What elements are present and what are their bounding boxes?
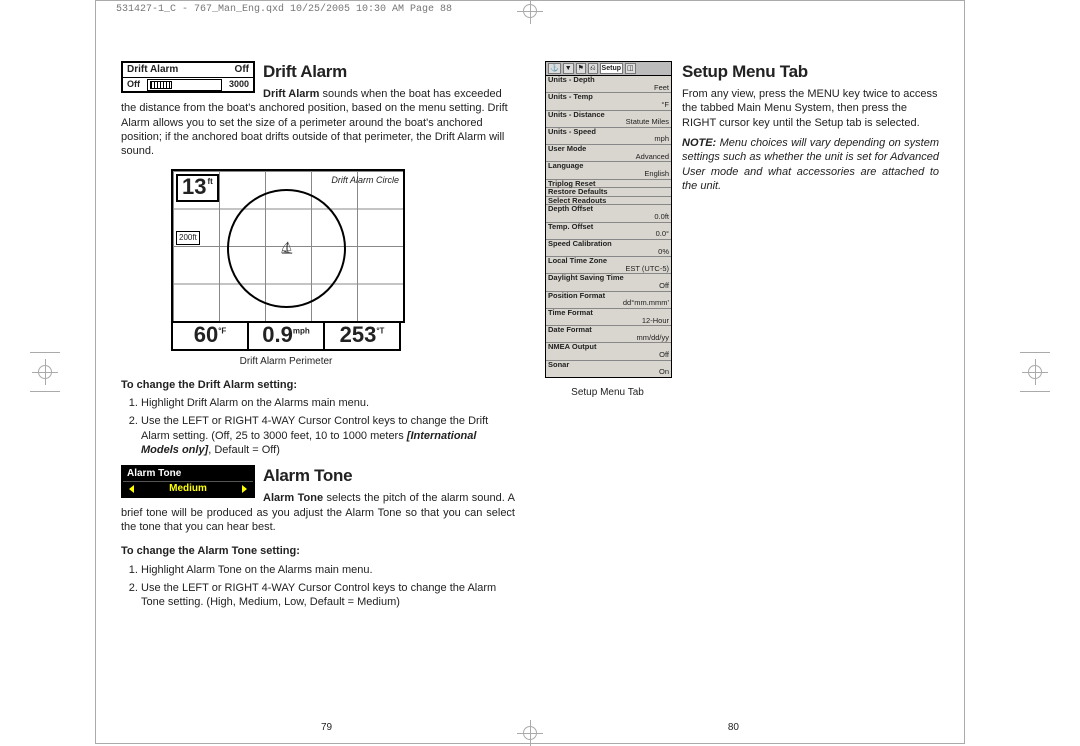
setup-row: Position Formatdd°mm.mmm' <box>546 292 671 309</box>
setup-row-value: mph <box>548 135 669 144</box>
setup-note-bold: NOTE: <box>682 137 716 149</box>
alarm-tone-widget: Alarm Tone Medium <box>121 465 255 498</box>
setup-tab: ⚓ <box>548 63 561 74</box>
circle-label: Drift Alarm Circle <box>331 175 399 187</box>
setup-row: Local Time ZoneEST (UTC-5) <box>546 257 671 274</box>
setup-tab: ▼ <box>563 63 574 74</box>
setup-row-value: 0.0° <box>548 230 669 239</box>
depth-readout: 13 ft <box>176 174 219 202</box>
drift-step-2: Use the LEFT or RIGHT 4-WAY Cursor Contr… <box>141 414 515 457</box>
tone-widget-value: Medium <box>169 483 207 494</box>
drift-lead-bold: Drift Alarm <box>263 88 319 100</box>
setup-row-value: On <box>548 368 669 377</box>
setup-tabbar: ⚓▼⚑⎌Setup◫ <box>546 62 671 76</box>
setup-tab: ◫ <box>625 63 636 74</box>
speed-readout: 0.9mph <box>249 323 325 349</box>
range-readout: 200ft <box>176 231 200 245</box>
tone-step-2: Use the LEFT or RIGHT 4-WAY Cursor Contr… <box>141 581 515 610</box>
setup-row: Time Format12-Hour <box>546 309 671 326</box>
setup-row-value: Off <box>548 351 669 360</box>
setup-tab: ⚑ <box>576 63 586 74</box>
setup-menu-screenshot: ⚓▼⚑⎌Setup◫ Units - DepthFeetUnits - Temp… <box>545 61 672 378</box>
drift-change-head: To change the Drift Alarm setting: <box>121 378 515 392</box>
setup-row-value: dd°mm.mmm' <box>548 299 669 308</box>
setup-tab: ⎌ <box>588 63 598 74</box>
reg-mark-left <box>30 342 60 402</box>
page-frame: 531427-1_C - 767_Man_Eng.qxd 10/25/2005 … <box>95 0 965 744</box>
setup-caption: Setup Menu Tab <box>545 386 670 399</box>
reg-mark-right <box>1020 342 1050 402</box>
setup-row-value: 12-Hour <box>548 317 669 326</box>
setup-row: SonarOn <box>546 361 671 377</box>
setup-row-value: Advanced <box>548 153 669 162</box>
setup-row: Units - Temp°F <box>546 93 671 110</box>
setup-row-value: °F <box>548 101 669 110</box>
page-number-right: 80 <box>728 722 739 733</box>
setup-row: Daylight Saving TimeOff <box>546 274 671 291</box>
setup-row: Depth Offset0.0ft <box>546 205 671 222</box>
setup-row: Temp. Offset0.0° <box>546 223 671 240</box>
tone-widget-title: Alarm Tone <box>123 467 185 481</box>
drift-widget-value: Off <box>231 63 253 77</box>
drift-alarm-widget: Drift Alarm Off Off 3000 <box>121 61 255 93</box>
heading-readout: 253°T <box>325 323 399 349</box>
right-column: ⚓▼⚑⎌Setup◫ Units - DepthFeetUnits - Temp… <box>545 61 939 703</box>
left-column: Drift Alarm Off Off 3000 Drift Alarm Dri… <box>121 61 515 703</box>
setup-row: NMEA OutputOff <box>546 343 671 360</box>
arrow-left-icon <box>129 485 134 493</box>
setup-row: Units - Speedmph <box>546 128 671 145</box>
drift-slider-label: Off <box>123 78 144 91</box>
tone-steps: Highlight Alarm Tone on the Alarms main … <box>141 563 515 610</box>
reg-mark-top <box>521 2 539 20</box>
setup-row-value: English <box>548 170 669 179</box>
tone-selector: Medium <box>123 482 253 496</box>
prepress-slug: 531427-1_C - 767_Man_Eng.qxd 10/25/2005 … <box>116 4 452 15</box>
arrow-right-icon <box>242 485 247 493</box>
temp-readout: 60°F <box>173 323 249 349</box>
setup-row-value: 0.0ft <box>548 213 669 222</box>
setup-row: User ModeAdvanced <box>546 145 671 162</box>
setup-tab: Setup <box>600 63 623 74</box>
tone-step-1: Highlight Alarm Tone on the Alarms main … <box>141 563 515 577</box>
setup-row: Units - DistanceStatute Miles <box>546 111 671 128</box>
boat-icon: ⛵︎ <box>279 241 294 257</box>
drift-chart: 13 ft 200ft Drift Alarm Circle ⛵︎ <box>171 169 405 323</box>
drift-figure-caption: Drift Alarm Perimeter <box>171 355 401 368</box>
setup-row-value: EST (UTC-5) <box>548 265 669 274</box>
setup-row-value: Statute Miles <box>548 118 669 127</box>
tone-lead-bold: Alarm Tone <box>263 492 323 504</box>
drift-step-1: Highlight Drift Alarm on the Alarms main… <box>141 396 515 410</box>
drift-slider-max: 3000 <box>225 78 253 91</box>
reg-mark-bottom <box>521 724 539 742</box>
drift-lead: Drift Alarm sounds when the boat has exc… <box>121 87 515 158</box>
page-number-left: 79 <box>321 722 332 733</box>
drift-steps: Highlight Drift Alarm on the Alarms main… <box>141 396 515 457</box>
setup-row: Speed Calibration0% <box>546 240 671 257</box>
drift-widget-title: Drift Alarm <box>123 63 182 77</box>
tone-change-head: To change the Alarm Tone setting: <box>121 544 515 558</box>
drift-slider <box>147 79 222 91</box>
setup-row-value: mm/dd/yy <box>548 334 669 343</box>
setup-row-value: Feet <box>548 84 669 93</box>
depth-value: 13 <box>182 176 206 198</box>
chart-bottom-bar: 60°F 0.9mph 253°T <box>171 323 401 351</box>
setup-row: LanguageEnglish <box>546 162 671 179</box>
setup-row-value: 0% <box>548 248 669 257</box>
drift-figure: 13 ft 200ft Drift Alarm Circle ⛵︎ 60°F 0… <box>171 169 401 368</box>
setup-row-value: Off <box>548 282 669 291</box>
depth-unit: ft <box>207 178 212 186</box>
setup-note-text: Menu choices will vary depending on syst… <box>682 137 939 192</box>
setup-row: Units - DepthFeet <box>546 76 671 93</box>
setup-row: Date Formatmm/dd/yy <box>546 326 671 343</box>
